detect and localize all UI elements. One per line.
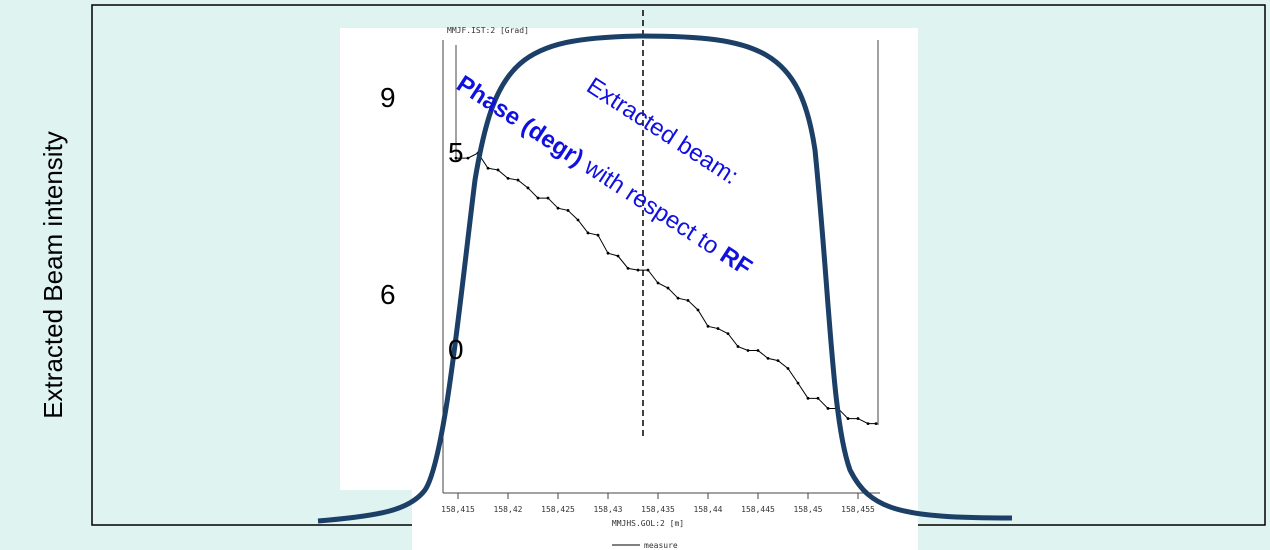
point <box>557 207 560 210</box>
point <box>487 167 490 170</box>
point <box>617 255 620 258</box>
point <box>537 197 540 200</box>
point <box>757 349 760 352</box>
point <box>875 422 878 425</box>
x-axis-title: MMJHS.GOL:2 [m] <box>612 519 684 528</box>
x-tick-label: 158,415 <box>441 505 475 514</box>
x-tick-label: 158,455 <box>841 505 875 514</box>
point <box>727 332 730 335</box>
x-tick-label: 158,42 <box>494 505 523 514</box>
point <box>767 357 770 360</box>
point <box>517 179 520 182</box>
point <box>677 297 680 300</box>
point <box>707 325 710 328</box>
point <box>717 327 720 330</box>
point <box>737 345 740 348</box>
point <box>507 177 510 180</box>
point <box>777 359 780 362</box>
point <box>857 417 860 420</box>
legend-label: measure <box>644 541 678 550</box>
point <box>637 269 640 272</box>
point <box>747 349 750 352</box>
point <box>627 267 630 270</box>
point <box>527 187 530 190</box>
point <box>807 397 810 400</box>
point <box>827 407 830 410</box>
point <box>577 219 580 222</box>
point <box>817 397 820 400</box>
slide: Extracted Beam intensity MMJF.IST:2 [Gra… <box>0 0 1270 550</box>
x-tick-label: 158,45 <box>794 505 823 514</box>
point <box>567 209 570 212</box>
point <box>787 367 790 370</box>
y-axis-title: Extracted Beam intensity <box>38 131 68 419</box>
chart: Extracted Beam intensity MMJF.IST:2 [Gra… <box>0 0 1270 550</box>
inset-y-title: MMJF.IST:2 [Grad] <box>447 26 529 35</box>
point <box>667 287 670 290</box>
x-tick-label: 158,445 <box>741 505 775 514</box>
point <box>497 169 500 172</box>
point <box>847 417 850 420</box>
x-tick-label: 158,43 <box>594 505 623 514</box>
point <box>687 299 690 302</box>
point <box>547 197 550 200</box>
y-tick-label: 60 <box>380 270 468 375</box>
x-tick-label: 158,435 <box>641 505 675 514</box>
point <box>657 282 660 285</box>
point <box>797 382 800 385</box>
point <box>607 252 610 255</box>
point <box>697 309 700 312</box>
point <box>647 269 650 272</box>
x-tick-label: 158,425 <box>541 505 575 514</box>
point <box>587 232 590 235</box>
point <box>597 234 600 237</box>
x-tick-label: 158,44 <box>694 505 723 514</box>
y-tick-label: 95 <box>380 73 468 178</box>
point <box>867 422 870 425</box>
